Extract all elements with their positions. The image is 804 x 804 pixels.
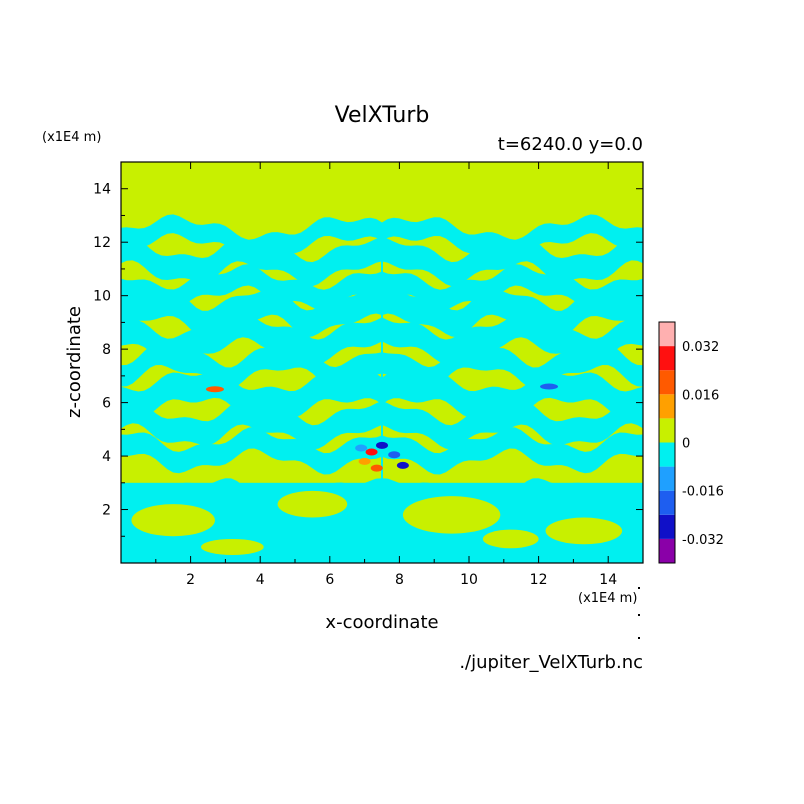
contour-region bbox=[396, 461, 409, 469]
y-axis-label: z-coordinate bbox=[64, 306, 85, 418]
y-unit-label: (x1E4 m) bbox=[42, 130, 101, 145]
corner-mark bbox=[638, 614, 640, 616]
contour-region bbox=[121, 478, 643, 520]
corner-mark bbox=[638, 637, 640, 639]
contour-region bbox=[388, 451, 401, 459]
colorbar-band bbox=[659, 514, 675, 539]
x-tick-label: 2 bbox=[186, 572, 195, 588]
contour-region bbox=[205, 386, 224, 393]
x-axis: 2 4 6 8 10 12 14 bbox=[155, 162, 617, 588]
x-unit-label: (x1E4 m) bbox=[578, 591, 637, 606]
y-tick-label: 6 bbox=[102, 396, 111, 412]
colorbar-frame bbox=[658, 321, 676, 564]
contour-region bbox=[370, 464, 383, 472]
colorbar-band bbox=[659, 322, 675, 347]
colorbar-band bbox=[659, 370, 675, 395]
colorbar-band bbox=[659, 394, 675, 419]
x-tick-label: 4 bbox=[256, 572, 265, 588]
contour-region bbox=[402, 496, 501, 534]
colorbar-tick-label: -0.032 bbox=[682, 533, 724, 548]
colorbar: 0.032 0.016 0 -0.016 -0.032 bbox=[658, 321, 724, 564]
contour-region bbox=[545, 517, 623, 545]
x-tick-label: 10 bbox=[460, 572, 478, 588]
colorbar-band bbox=[659, 418, 675, 443]
x-tick-label: 12 bbox=[530, 572, 548, 588]
contour-region bbox=[365, 448, 378, 456]
corner-marks bbox=[638, 587, 640, 639]
colorbar-tick-label: 0.032 bbox=[682, 340, 719, 355]
contour-layer bbox=[121, 214, 643, 563]
chart-title: VelXTurb bbox=[335, 103, 430, 128]
x-tick-label: 6 bbox=[325, 572, 334, 588]
contour-region bbox=[540, 383, 559, 390]
colorbar-band bbox=[659, 538, 675, 563]
contour-region bbox=[376, 441, 388, 449]
plot-frame bbox=[120, 161, 644, 564]
y-tick-label: 12 bbox=[93, 235, 111, 251]
contour-region bbox=[482, 529, 539, 549]
colorbar-tick-label: 0 bbox=[682, 437, 690, 452]
plot-area bbox=[120, 161, 644, 564]
source-file-label: ./jupiter_VelXTurb.nc bbox=[459, 652, 643, 673]
y-tick-label: 4 bbox=[102, 449, 111, 465]
x-axis-label: x-coordinate bbox=[325, 612, 438, 633]
colorbar-band bbox=[659, 346, 675, 371]
y-tick-label: 2 bbox=[102, 503, 111, 519]
x-tick-label: 14 bbox=[599, 572, 617, 588]
corner-mark bbox=[638, 587, 640, 589]
chart-subtitle: t=6240.0 y=0.0 bbox=[498, 134, 643, 155]
colorbar-tick-label: 0.016 bbox=[682, 388, 719, 403]
colorbar-tick-label: -0.016 bbox=[682, 485, 724, 500]
y-tick-label: 8 bbox=[102, 342, 111, 358]
contour-region bbox=[277, 490, 348, 518]
y-axis: 2 4 6 8 10 12 14 bbox=[93, 182, 643, 537]
contour-region bbox=[201, 538, 264, 555]
y-tick-label: 14 bbox=[93, 182, 111, 198]
colorbar-band bbox=[659, 466, 675, 491]
x-tick-label: 8 bbox=[395, 572, 404, 588]
colorbar-band bbox=[659, 442, 675, 467]
y-tick-label: 10 bbox=[93, 289, 111, 305]
colorbar-band bbox=[659, 490, 675, 515]
contour-region bbox=[358, 457, 371, 465]
contour-region bbox=[381, 226, 383, 563]
contour-region bbox=[131, 504, 215, 537]
contour-region bbox=[355, 444, 368, 452]
